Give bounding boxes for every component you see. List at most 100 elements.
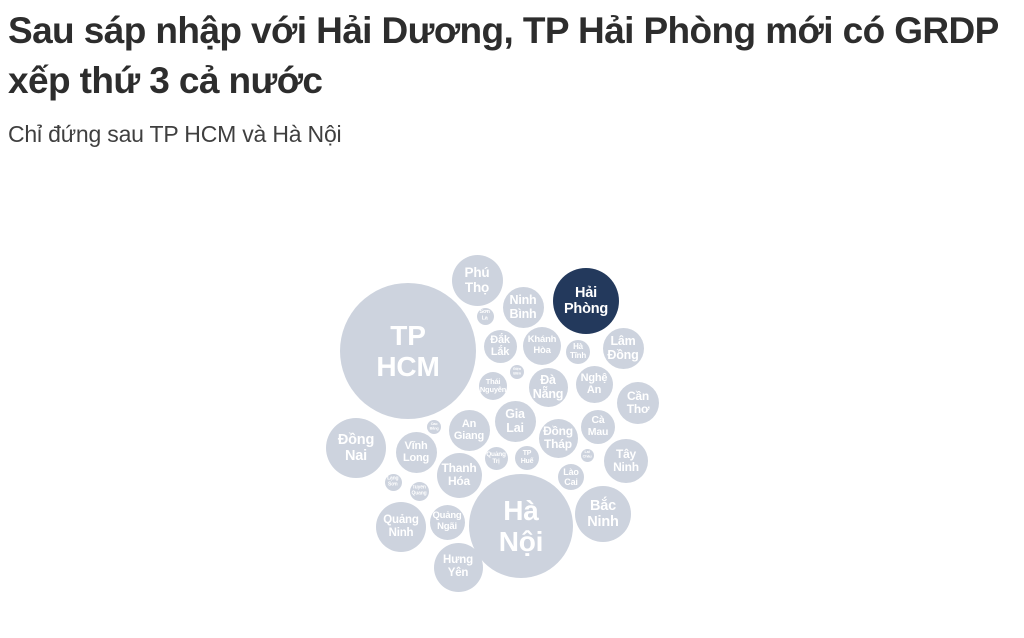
bubble-label-line1: Lạng bbox=[387, 476, 399, 482]
bubble-label-line2: Lắk bbox=[490, 346, 510, 358]
bubble-label: An Giang bbox=[454, 418, 484, 443]
bubble-label-line2: HCM bbox=[376, 351, 440, 382]
bubble-quang-tri: Quảng Trị bbox=[484, 446, 508, 470]
bubble-label-line1: Quảng bbox=[383, 514, 419, 527]
bubble-label-line2: Hóa bbox=[447, 474, 471, 488]
bubble-can-tho: Cần Thơ bbox=[617, 382, 659, 424]
bubble-label: Lạng Sơn bbox=[387, 476, 398, 487]
bubble-lai-chau: Lai Châu bbox=[580, 448, 594, 462]
bubble-quang-ngai: Quảng Ngãi bbox=[429, 504, 465, 540]
bubble-label: Sơn La bbox=[479, 309, 491, 322]
bubble-tp-hcm: TP HCM bbox=[340, 283, 476, 419]
bubble-thanh-hoa: Thanh Hóa bbox=[436, 452, 482, 498]
bubble-label: Đồng Nai bbox=[338, 432, 374, 464]
bubble-label-line2: Yên bbox=[447, 567, 469, 579]
bubble-label-line1: Quảng bbox=[432, 510, 462, 522]
bubble-label-line2: Ngãi bbox=[437, 521, 457, 532]
bubble-label: Cà Mau bbox=[587, 414, 609, 439]
bubble-label-line2: Nội bbox=[498, 526, 544, 557]
bubble-hung-yen: Hưng Yên bbox=[433, 542, 483, 592]
bubble-son-la: Sơn La bbox=[476, 307, 494, 325]
bubble-label-line1: Tây bbox=[615, 446, 637, 461]
bubble-label: Hà Tĩnh bbox=[569, 342, 587, 361]
bubble-ha-noi: Hà Nội bbox=[469, 474, 573, 578]
bubble-ha-tinh: Hà Tĩnh bbox=[566, 340, 590, 364]
bubble-label-line1: Cần bbox=[626, 388, 650, 403]
bubble-label-line1: Lai bbox=[584, 450, 590, 455]
bubble-label-line1: Hưng bbox=[443, 554, 473, 567]
bubble-label-line2: Thọ bbox=[464, 280, 490, 295]
bubble-label-line1: Hà bbox=[503, 494, 539, 526]
bubble-label: Đắk Lắk bbox=[490, 334, 510, 359]
bubble-dien-bien: Điện Biên bbox=[510, 365, 524, 379]
bubble-label: Cần Thơ bbox=[626, 388, 650, 417]
bubble-label: Hưng Yên bbox=[443, 554, 473, 580]
bubble-tay-ninh: Tây Ninh bbox=[604, 439, 648, 483]
bubble-label-line2: Lai bbox=[506, 421, 524, 435]
bubble-label-line1: Ninh bbox=[509, 293, 537, 307]
bubble-label: TP HCM bbox=[376, 320, 439, 383]
bubble-phu-tho: Phú Thọ bbox=[451, 254, 503, 306]
bubble-label: Cao Bằng bbox=[430, 423, 439, 432]
bubble-ca-mau: Cà Mau bbox=[581, 410, 615, 444]
bubble-label-line1: Quảng bbox=[486, 450, 506, 458]
bubble-dong-thap: Đồng Tháp bbox=[538, 418, 578, 458]
bubble-label: Hải Phòng bbox=[564, 285, 608, 317]
bubble-label-line1: Thái bbox=[485, 376, 501, 386]
bubble-ninh-binh: Ninh Bình bbox=[502, 286, 544, 328]
bubble-label: Đồng Tháp bbox=[543, 424, 573, 452]
bubble-label-line2: Bình bbox=[509, 307, 537, 321]
bubble-thai-nguyen: Thái Nguyên bbox=[479, 372, 507, 400]
bubble-label-line2: Huế bbox=[520, 458, 534, 465]
bubble-label-line1: Sơn bbox=[479, 309, 491, 316]
bubble-label-line2: Nguyên bbox=[479, 385, 507, 394]
bubble-label-line2: Nai bbox=[345, 448, 367, 464]
bubble-label-line2: Mau bbox=[587, 426, 609, 438]
bubble-label: Gia Lai bbox=[505, 407, 525, 435]
bubble-cao-bang: Cao Bằng bbox=[427, 420, 441, 434]
bubble-label-line1: Thanh bbox=[441, 460, 477, 475]
bubble-khanh-hoa: Khánh Hòa bbox=[523, 327, 561, 365]
bubble-label: Bắc Ninh bbox=[587, 497, 619, 530]
bubble-label: Ninh Bình bbox=[510, 293, 537, 321]
bubble-label-line2: Giang bbox=[453, 430, 485, 442]
bubble-label-line2: Tĩnh bbox=[569, 351, 587, 360]
bubble-label-line2: An bbox=[586, 384, 602, 396]
page-subtitle: Chỉ đứng sau TP HCM và Hà Nội bbox=[8, 120, 342, 147]
bubble-label-line2: Biên bbox=[513, 372, 521, 376]
bubble-label: Quảng Ngãi bbox=[432, 511, 461, 532]
bubble-label-line2: Cai bbox=[564, 477, 578, 487]
bubble-label: Lâm Đồng bbox=[607, 334, 638, 362]
bubble-label: Vĩnh Long bbox=[403, 440, 429, 465]
bubble-label-line1: Gia bbox=[505, 407, 525, 421]
bubble-label-line1: Cà bbox=[591, 414, 605, 427]
bubble-lam-dong: Lâm Đồng bbox=[602, 327, 644, 369]
bubble-label-line1: Bắc bbox=[589, 497, 616, 514]
bubble-da-nang: Đà Nẵng bbox=[528, 367, 568, 407]
bubble-label: Nghệ An bbox=[581, 372, 608, 397]
bubble-label: Thanh Hóa bbox=[441, 460, 477, 489]
bubble-nghe-an: Nghệ An bbox=[575, 365, 613, 403]
bubble-label: Phú Thọ bbox=[465, 265, 490, 295]
bubble-label-line1: Đà bbox=[540, 373, 556, 387]
bubble-label-line2: Đồng bbox=[607, 348, 639, 362]
bubble-gia-lai: Gia Lai bbox=[494, 400, 536, 442]
bubble-label-line1: Đắk bbox=[490, 333, 510, 346]
bubble-label-line1: Khánh bbox=[527, 334, 557, 346]
bubble-an-giang: An Giang bbox=[448, 409, 490, 451]
bubble-quang-ninh: Quảng Ninh bbox=[376, 502, 426, 552]
bubble-label: Tuyên Quang bbox=[412, 485, 427, 496]
bubble-lang-son: Lạng Sơn bbox=[384, 473, 402, 491]
bubble-label-line2: Trị bbox=[492, 458, 500, 465]
bubble-label: Khánh Hòa bbox=[528, 335, 557, 356]
bubble-label: Hà Nội bbox=[499, 495, 544, 558]
bubble-label-line2: Sơn bbox=[388, 482, 398, 487]
bubble-label-line2: Châu bbox=[582, 455, 592, 459]
bubble-bac-ninh: Bắc Ninh bbox=[575, 486, 631, 542]
bubble-label-line1: TP bbox=[390, 319, 426, 351]
bubble-tp-hue: TP Huế bbox=[515, 446, 539, 470]
bubble-label: Đà Nẵng bbox=[533, 373, 564, 401]
bubble-label-line2: Ninh bbox=[587, 514, 619, 530]
bubble-label-line1: Lào bbox=[563, 466, 579, 477]
